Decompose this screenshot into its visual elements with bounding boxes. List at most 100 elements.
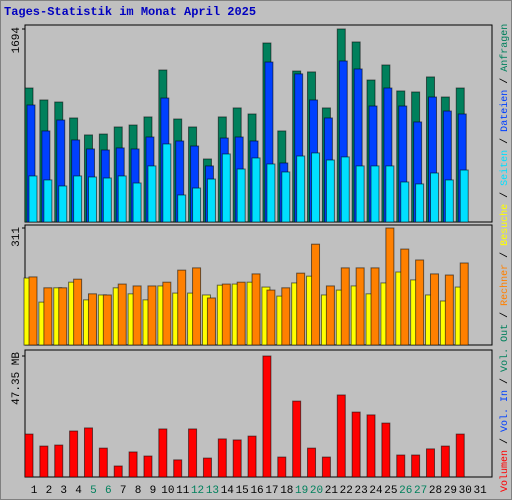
bar <box>366 414 376 478</box>
x-tick-label: 18 <box>280 485 293 497</box>
bar <box>173 459 183 478</box>
bar <box>415 259 425 346</box>
bar <box>459 169 469 223</box>
x-tick-label: 1 <box>31 485 38 497</box>
x-tick-label: 25 <box>384 485 397 497</box>
bar <box>192 267 202 346</box>
x-tick-label: 8 <box>135 485 142 497</box>
bar <box>340 156 350 223</box>
bar <box>355 267 365 346</box>
bar <box>28 276 38 346</box>
y-tick-label: 47.35 MB <box>11 352 23 405</box>
bar <box>251 273 261 346</box>
bar <box>206 178 216 223</box>
legend-separator: / <box>499 438 511 444</box>
legend-entry: Anfragen <box>499 24 511 72</box>
bar <box>73 278 83 346</box>
bar <box>98 447 108 478</box>
bar <box>415 183 425 223</box>
legend-entry: Rechner <box>499 264 511 306</box>
bar <box>87 293 97 346</box>
x-tick-label: 2 <box>46 485 53 497</box>
bar <box>444 274 454 346</box>
bar <box>113 465 123 478</box>
bar <box>370 165 380 223</box>
legend-entry: Seiten <box>499 150 511 186</box>
x-tick-label: 19 <box>295 485 308 497</box>
bar <box>355 165 365 223</box>
bar <box>429 273 439 346</box>
bar <box>425 448 435 478</box>
x-tick-label: 4 <box>75 485 82 497</box>
bar <box>73 175 83 223</box>
bar <box>266 289 276 346</box>
bar <box>400 248 410 346</box>
bar <box>58 287 68 346</box>
bar <box>296 155 306 223</box>
bar <box>158 428 168 478</box>
bar <box>162 281 172 346</box>
bar <box>325 285 335 346</box>
y-tick-label: 1694 <box>11 27 23 54</box>
bar <box>321 456 331 478</box>
bar <box>411 454 421 478</box>
bar <box>202 457 212 478</box>
x-tick-label: 28 <box>429 485 442 497</box>
x-tick-label: 5 <box>90 485 97 497</box>
bar <box>351 411 361 478</box>
x-tick-label: 14 <box>221 485 235 497</box>
bar <box>188 428 198 478</box>
bar <box>177 269 187 346</box>
bar <box>370 267 380 346</box>
x-tick-label: 12 <box>191 485 204 497</box>
x-tick-label: 10 <box>161 485 174 497</box>
bar <box>277 456 287 478</box>
bar <box>221 283 231 346</box>
x-tick-label: 15 <box>236 485 249 497</box>
bar <box>28 175 38 223</box>
legend: Volumen / Vol. In / Vol. Out / Rechner / Besuche… <box>499 24 511 492</box>
x-tick-label: 13 <box>206 485 219 497</box>
x-tick-label: 6 <box>105 485 112 497</box>
bar <box>340 267 350 346</box>
legend-entry: Dateien <box>499 90 511 132</box>
y-tick-label: 311 <box>11 227 23 247</box>
bar <box>58 185 68 223</box>
x-tick-label: 24 <box>369 485 383 497</box>
bar <box>117 175 127 223</box>
bar <box>325 159 335 223</box>
bar <box>296 272 306 346</box>
bar <box>336 394 346 478</box>
bar <box>69 430 79 478</box>
bar <box>128 451 138 478</box>
legend-separator: / <box>499 138 511 144</box>
bar <box>132 182 142 223</box>
bar <box>236 168 246 223</box>
x-tick-label: 20 <box>310 485 323 497</box>
legend-separator: / <box>499 78 511 84</box>
x-tick-label: 11 <box>176 485 190 497</box>
x-tick-label: 17 <box>265 485 278 497</box>
bar <box>102 294 112 346</box>
x-tick-label: 16 <box>250 485 263 497</box>
legend-separator: / <box>499 192 511 198</box>
legend-entry: Vol. Out <box>499 324 511 372</box>
bar <box>221 153 231 223</box>
x-tick-label: 22 <box>340 485 353 497</box>
bar <box>307 447 317 478</box>
x-tick-label: 26 <box>399 485 412 497</box>
bar <box>385 165 395 223</box>
bar <box>396 454 406 478</box>
bar <box>117 283 127 346</box>
x-tick-label: 21 <box>325 485 339 497</box>
bar <box>251 157 261 223</box>
bar <box>39 445 49 478</box>
bar <box>132 285 142 346</box>
bar <box>429 172 439 223</box>
bar <box>232 439 242 478</box>
bar <box>444 179 454 223</box>
bar <box>147 165 157 223</box>
bar <box>162 143 172 223</box>
